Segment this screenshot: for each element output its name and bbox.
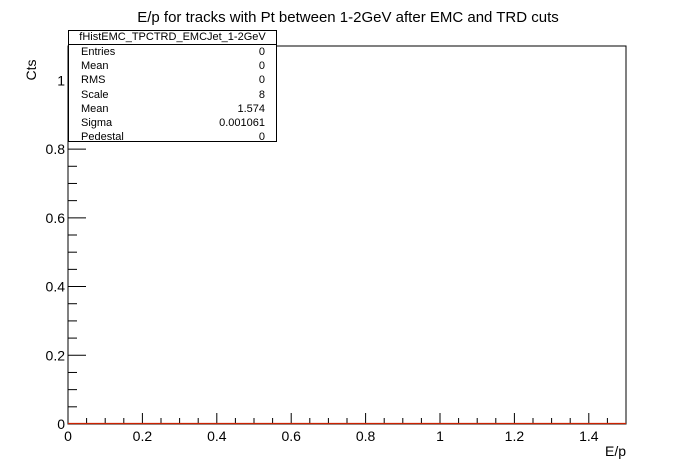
x-tick-label: 0.2 xyxy=(133,428,153,444)
stats-rows: Entries 0 Mean 0 RMS 0 Scale 8 Mean 1.574 Sigma 0.0… xyxy=(69,45,276,144)
stats-label: RMS xyxy=(81,74,106,87)
y-axis-label: Cts xyxy=(23,60,39,81)
stats-row: RMS 0 xyxy=(69,73,276,87)
stats-label: Mean xyxy=(81,60,109,73)
stats-label: Scale xyxy=(81,88,109,101)
stats-label: Mean xyxy=(81,102,109,115)
y-tick-label: 0.4 xyxy=(46,279,66,295)
stats-box: fHistEMC_TPCTRD_EMCJet_1-2GeV Entries 0 Me… xyxy=(68,30,277,144)
stats-value: 0 xyxy=(258,46,265,58)
stats-label: Sigma xyxy=(81,116,113,129)
x-tick-label: 1.2 xyxy=(505,428,525,444)
x-axis-label: E/p xyxy=(605,443,626,459)
y-tick-label: 0 xyxy=(57,416,65,432)
y-tick-label: 0.8 xyxy=(46,141,66,157)
x-tick-label: 1.4 xyxy=(579,428,599,444)
stats-value: 0 xyxy=(258,60,265,73)
stats-row: Sigma 0.001061 xyxy=(69,116,276,130)
stats-row: Mean 1.574 xyxy=(69,102,276,116)
stats-value: 8 xyxy=(258,88,265,101)
x-tick-label: 0.4 xyxy=(207,428,227,444)
x-tick-label: 0.8 xyxy=(356,428,376,444)
stats-value: 0 xyxy=(258,131,265,144)
x-tick-label: 1 xyxy=(436,428,444,444)
stats-label: Pedestal xyxy=(81,131,124,144)
stats-title: fHistEMC_TPCTRD_EMCJet_1-2GeV xyxy=(69,31,276,45)
stats-value: 0 xyxy=(258,74,265,87)
stats-row: Scale 8 xyxy=(69,88,276,102)
y-tick-label: 1 xyxy=(57,72,65,88)
stats-value: 1.574 xyxy=(237,102,265,115)
y-tick-label: 0.6 xyxy=(46,210,66,226)
x-tick-label: 0 xyxy=(64,428,72,444)
stats-row: Mean 0 xyxy=(69,59,276,73)
stats-row: Pedestal 0 xyxy=(69,130,276,144)
x-tick-label: 0.6 xyxy=(281,428,301,444)
stats-row: Entries 0 xyxy=(69,45,276,59)
stats-label: Entries xyxy=(81,46,116,58)
x-axis: 0 0.2 0.4 0.6 0.8 1 1.2 1.4 xyxy=(64,413,627,444)
stats-value: 0.001061 xyxy=(219,116,265,129)
y-tick-label: 0.2 xyxy=(46,347,66,363)
chart-title: E/p for tracks with Pt between 1-2GeV af… xyxy=(137,9,559,26)
